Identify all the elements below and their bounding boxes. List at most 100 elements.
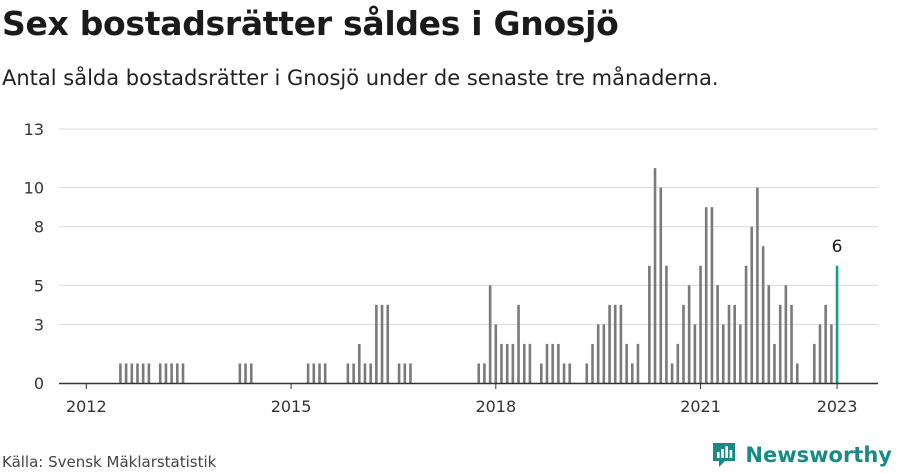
bar: [517, 304, 520, 383]
bar: [551, 343, 554, 383]
bar: [739, 324, 742, 383]
bar: [596, 324, 600, 383]
bar: [761, 246, 765, 383]
bar: [477, 363, 481, 383]
bar: [158, 363, 162, 383]
bar: [409, 363, 412, 383]
bar: [818, 324, 822, 383]
bar: [636, 343, 640, 383]
bar: [721, 324, 725, 383]
bar: [778, 304, 782, 383]
bar: [562, 363, 566, 383]
bar: [483, 363, 486, 383]
bar: [699, 265, 702, 383]
bar: [653, 168, 657, 383]
bar: [369, 363, 372, 383]
bar: [164, 363, 168, 383]
bar: [528, 343, 532, 383]
bar: [494, 324, 498, 383]
x-tick-label: 2018: [475, 397, 516, 416]
bar: [795, 363, 799, 383]
grid-lines: [59, 128, 878, 325]
bar: [733, 304, 736, 383]
bar: [545, 343, 549, 383]
bar: [773, 343, 776, 383]
x-tick-label: 2012: [66, 397, 107, 416]
bar: [750, 226, 754, 383]
bar: [375, 304, 378, 383]
y-tick-label: 10: [24, 179, 44, 198]
bar: [170, 363, 173, 383]
bar: [665, 265, 668, 383]
bar: [568, 363, 572, 383]
bar: [403, 363, 407, 383]
bar: [557, 343, 560, 383]
bar: [181, 363, 185, 383]
y-tick-label: 0: [34, 374, 44, 393]
bar: [727, 304, 731, 383]
x-tick-label: 2023: [817, 397, 858, 416]
bar: [756, 187, 759, 383]
y-tick-label: 13: [24, 120, 44, 139]
bar: [648, 265, 651, 383]
bar: [693, 324, 697, 383]
bar: [631, 363, 634, 383]
bar: [704, 207, 708, 383]
bar: [619, 304, 623, 383]
data-label: 6: [832, 237, 843, 257]
chart-subtitle: Antal sålda bostadsrätter i Gnosjö under…: [2, 66, 719, 90]
bar: [830, 324, 833, 383]
bar: [585, 363, 589, 383]
bar: [813, 343, 816, 383]
bar: [175, 363, 179, 383]
bar: [488, 285, 492, 383]
bar: [784, 285, 788, 383]
bar: [386, 304, 390, 383]
brand-name: Newsworthy: [745, 443, 892, 467]
y-tick-label: 3: [34, 315, 44, 334]
bar: [249, 363, 253, 383]
bar: [380, 304, 384, 383]
bar: [790, 304, 793, 383]
bar: [147, 363, 151, 383]
bar: [130, 363, 134, 383]
bar: [676, 343, 680, 383]
bar: [522, 343, 526, 383]
data-labels: 6: [832, 237, 843, 257]
bar: [710, 207, 714, 383]
bar: [352, 363, 355, 383]
bar: [824, 304, 827, 383]
newsworthy-logo-icon: [713, 443, 736, 467]
bar: [124, 363, 128, 383]
chart-title: Sex bostadsrätter såldes i Gnosjö: [2, 4, 619, 43]
x-axis-tick-labels: 2012 2015 2018 2021 2023: [66, 397, 857, 416]
bar: [659, 187, 663, 383]
bar: [591, 343, 594, 383]
bar: [767, 285, 771, 383]
bar: [358, 343, 361, 383]
x-tick-label: 2021: [680, 397, 721, 416]
bar-chart: 0 3 5 8 10 13 2012 2015 2018 2021 2023 6: [24, 120, 878, 416]
bar: [318, 363, 321, 383]
bar: [119, 363, 122, 383]
bar: [670, 363, 674, 383]
bar: [625, 343, 628, 383]
bar: [363, 363, 367, 383]
bar: [244, 363, 247, 383]
bars: [119, 168, 839, 383]
source-note: Källa: Svensk Mäklarstatistik: [2, 453, 217, 471]
bar-latest: [835, 265, 839, 383]
bar: [306, 363, 310, 383]
bar: [136, 363, 139, 383]
y-tick-label: 5: [34, 276, 44, 295]
brand: Newsworthy: [711, 441, 892, 469]
bar: [312, 363, 316, 383]
y-axis-tick-labels: 0 3 5 8 10 13: [24, 120, 44, 393]
bar: [602, 324, 606, 383]
bar: [141, 363, 145, 383]
x-tick-label: 2015: [271, 397, 312, 416]
bar: [687, 285, 691, 383]
bar: [397, 363, 401, 383]
bar: [500, 343, 503, 383]
bar: [505, 343, 509, 383]
